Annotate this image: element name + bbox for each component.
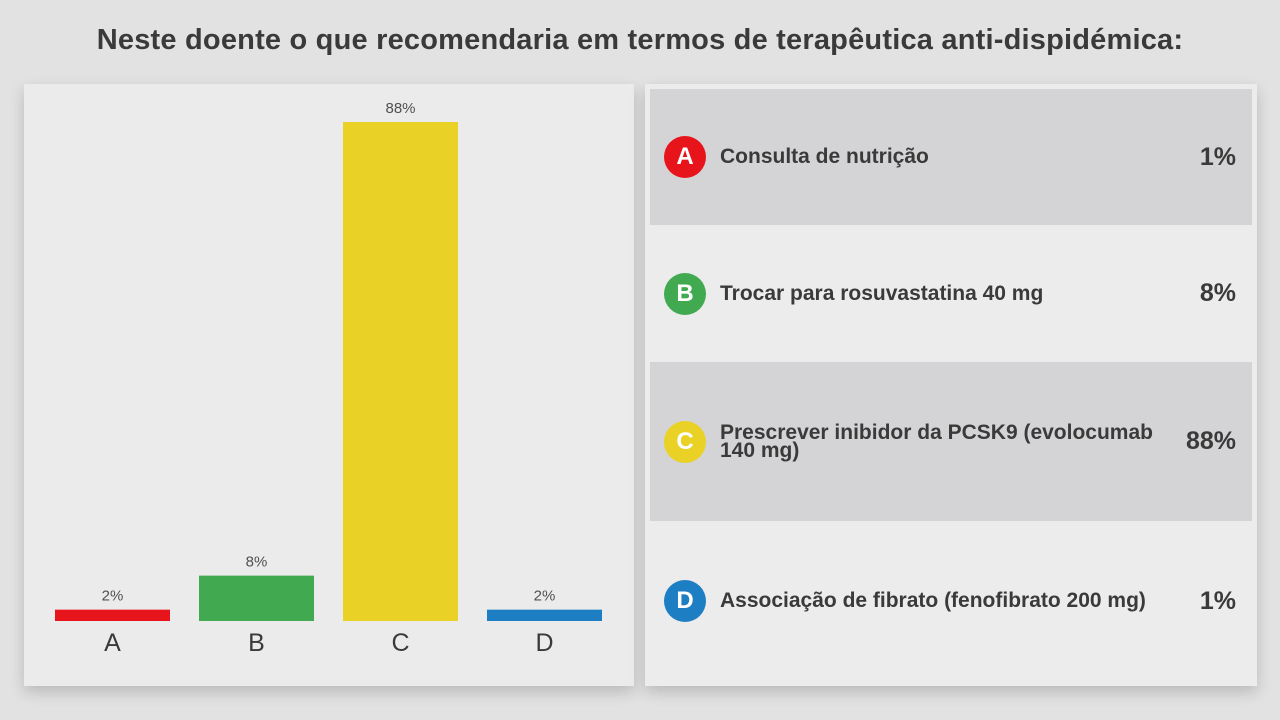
bar-b <box>199 575 314 621</box>
answer-text-c: Prescrever inibidor da PCSK9 (evolocumab… <box>720 420 1153 462</box>
bar-value-label-b: 8% <box>246 554 268 571</box>
category-label-c: C <box>391 629 409 657</box>
category-label-a: A <box>104 629 121 657</box>
answer-percent-b: 8% <box>1199 279 1236 307</box>
letter-badge-c: C <box>664 420 706 463</box>
answer-row-d[interactable]: D Associação de fibrato (fenofibrato 200… <box>650 521 1252 681</box>
bar-chart: 2% A 8% B 88% C 2% D <box>55 100 602 657</box>
answer-text-d: Associação de fibrato (fenofibrato 200 m… <box>720 589 1146 612</box>
answer-text-b: Trocar para rosuvastatina 40 mg <box>720 281 1044 305</box>
bar-value-label-c: 88% <box>385 100 415 117</box>
answer-text-a: Consulta de nutrição <box>720 145 929 168</box>
results-chart: 2% A 8% B 88% C 2% D <box>24 84 634 686</box>
answer-row-b[interactable]: B Trocar para rosuvastatina 40 mg 8% <box>650 225 1252 362</box>
answer-percent-d: 1% <box>1199 586 1236 615</box>
letter-badge-b: B <box>664 272 706 315</box>
bar-value-label-d: 2% <box>534 588 556 605</box>
answer-row-a[interactable]: A Consulta de nutrição 1% <box>650 89 1252 225</box>
bar-a <box>55 609 170 621</box>
bar-value-label-a: 2% <box>102 588 124 605</box>
answer-percent-c: 88% <box>1185 427 1236 455</box>
answer-percent-a: 1% <box>1199 142 1236 171</box>
letter-badge-d: D <box>664 580 706 622</box>
category-label-b: B <box>248 629 265 657</box>
bar-c <box>343 122 458 621</box>
bar-d <box>487 609 602 621</box>
answer-row-c[interactable]: C Prescrever inibidor da PCSK9 (evolocum… <box>650 362 1252 521</box>
category-label-d: D <box>535 629 553 657</box>
question-title: Neste doente o que recomendaria em termo… <box>96 24 1184 56</box>
answer-options-panel: A Consulta de nutrição 1% B Trocar para … <box>645 84 1257 686</box>
letter-badge-a: A <box>664 136 706 178</box>
